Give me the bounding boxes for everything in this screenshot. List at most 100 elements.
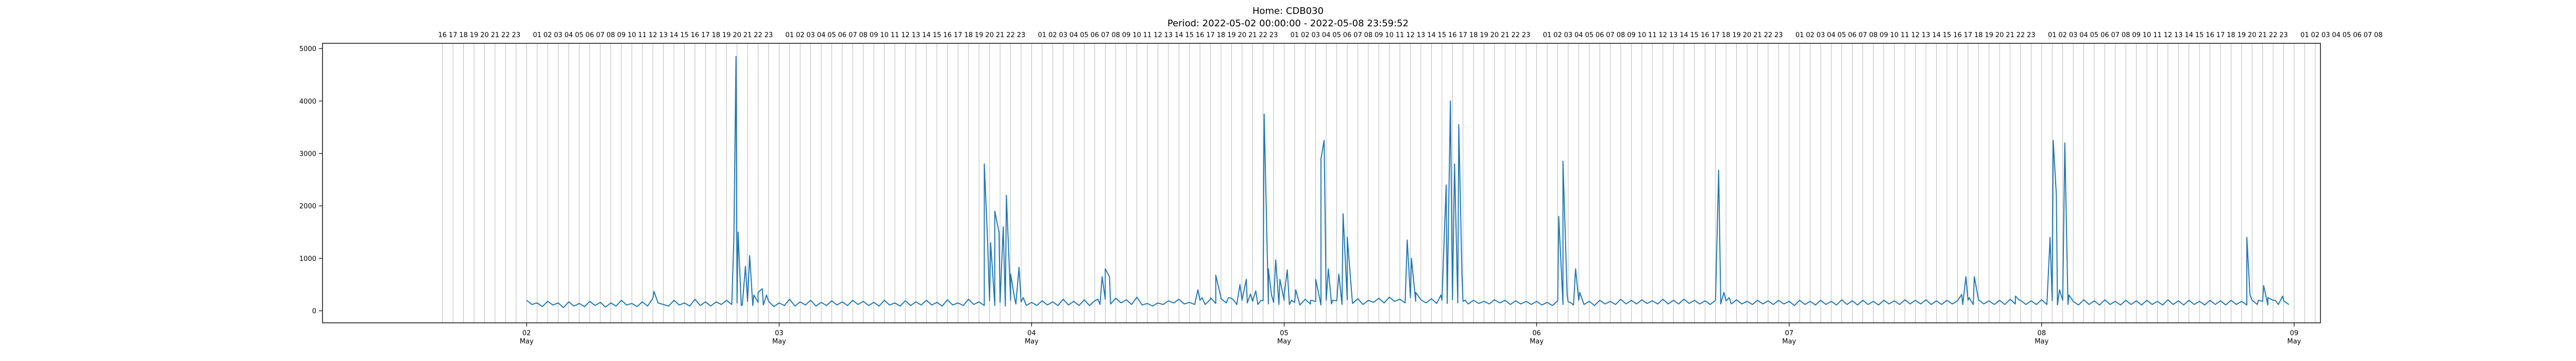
top-hour-label: 21: [1248, 31, 1257, 39]
top-hour-label: 20: [480, 31, 489, 39]
top-hour-label: 01: [2300, 31, 2309, 39]
x-tick-month: May: [2287, 338, 2301, 346]
top-hour-label: 22: [1006, 31, 1015, 39]
top-hour-label: 12: [1911, 31, 1920, 39]
chart-subtitle: Period: 2022-05-02 00:00:00 - 2022-05-08…: [1167, 18, 1409, 29]
y-tick-label: 3000: [299, 151, 316, 158]
top-hour-label: 06: [585, 31, 594, 39]
top-hour-label: 02: [1806, 31, 1815, 39]
top-hour-label: 05: [1080, 31, 1089, 39]
series-layer: [526, 56, 2290, 308]
top-hour-label: 17: [2216, 31, 2225, 39]
top-hour-label: 17: [1711, 31, 1720, 39]
top-hour-label: 15: [1185, 31, 1194, 39]
top-hour-label: 16: [438, 31, 447, 39]
top-hour-label: 08: [1617, 31, 1625, 39]
hour-grid: [442, 43, 2316, 323]
top-hour-label: 01: [1038, 31, 1047, 39]
top-hour-label: 01: [1291, 31, 1299, 39]
y-tick-label: 1000: [299, 255, 316, 263]
top-hour-label: 14: [1175, 31, 1183, 39]
top-hour-label: 22: [1511, 31, 1520, 39]
top-hour-label: 23: [512, 31, 520, 39]
top-hour-label: 19: [1480, 31, 1488, 39]
top-hour-label: 09: [1375, 31, 1383, 39]
top-hour-label: 01: [1543, 31, 1552, 39]
y-tick-label: 5000: [299, 45, 316, 53]
top-hour-labels: 16 17 18 19 20 21 22 23 01 02 03 04 05 06 07 08 09 10 11 12…: [438, 31, 2383, 39]
top-hour-label: 03: [806, 31, 815, 39]
top-hour-label: 02: [2058, 31, 2067, 39]
top-hour-label: 15: [1438, 31, 1447, 39]
top-hour-label: 20: [1743, 31, 1752, 39]
top-hour-label: 20: [1490, 31, 1499, 39]
x-tick-day: 07: [1785, 330, 1793, 337]
x-tick-day: 06: [1532, 330, 1541, 337]
top-hour-label: 11: [1648, 31, 1657, 39]
top-hour-label: 08: [606, 31, 615, 39]
top-hour-label: 20: [1995, 31, 2004, 39]
top-hour-label: 07: [2111, 31, 2120, 39]
x-tick-day: 02: [522, 330, 531, 337]
top-hour-label: 01: [785, 31, 794, 39]
top-hour-label: 18: [1469, 31, 1478, 39]
top-hour-label: 17: [954, 31, 962, 39]
top-hour-label: 23: [1774, 31, 1783, 39]
top-hour-label: 02: [1048, 31, 1057, 39]
top-hour-label: 10: [628, 31, 636, 39]
top-hour-label: 19: [722, 31, 731, 39]
top-hour-label: 10: [1385, 31, 1394, 39]
top-hour-label: 19: [1227, 31, 1236, 39]
top-hour-label: 13: [1164, 31, 1173, 39]
top-hour-label: 11: [2153, 31, 2162, 39]
top-hour-label: 03: [1564, 31, 1573, 39]
top-hour-label: 23: [1017, 31, 1026, 39]
top-hour-label: 16: [1196, 31, 1205, 39]
top-hour-label: 05: [827, 31, 836, 39]
top-hour-label: 08: [859, 31, 868, 39]
top-hour-label: 15: [680, 31, 689, 39]
top-hour-label: 12: [901, 31, 910, 39]
top-hour-label: 06: [2100, 31, 2109, 39]
top-hour-label: 13: [1417, 31, 1426, 39]
top-hour-label: 08: [2122, 31, 2130, 39]
x-tick-month: May: [1782, 338, 1796, 346]
top-hour-label: 23: [2027, 31, 2036, 39]
top-hour-label: 15: [933, 31, 941, 39]
top-hour-label: 16: [1448, 31, 1457, 39]
chart-title: Home: CDB030: [1252, 6, 1324, 17]
top-hour-label: 02: [544, 31, 552, 39]
top-hour-label: 06: [2353, 31, 2362, 39]
top-hour-label: 12: [1154, 31, 1162, 39]
top-hour-label: 01: [2048, 31, 2057, 39]
top-hour-label: 02: [796, 31, 805, 39]
top-hour-label: 22: [1259, 31, 1267, 39]
top-hour-label: 08: [2374, 31, 2383, 39]
top-hour-label: 09: [1627, 31, 1636, 39]
top-hour-label: 20: [985, 31, 994, 39]
x-tick-day: 05: [1280, 330, 1289, 337]
top-hour-label: 10: [1890, 31, 1899, 39]
top-hour-label: 03: [1817, 31, 1825, 39]
x-tick-month: May: [1277, 338, 1291, 346]
top-hour-label: 05: [1838, 31, 1846, 39]
top-hour-label: 09: [870, 31, 878, 39]
top-hour-label: 13: [2174, 31, 2183, 39]
top-hour-label: 14: [922, 31, 931, 39]
top-hour-label: 16: [943, 31, 952, 39]
x-tick-month: May: [1530, 338, 1544, 346]
top-hour-label: 12: [649, 31, 657, 39]
top-hour-label: 18: [711, 31, 720, 39]
top-hour-label: 04: [1827, 31, 1836, 39]
x-tick-day: 04: [1027, 330, 1036, 337]
top-hour-label: 06: [1343, 31, 1352, 39]
top-hour-label: 06: [1848, 31, 1857, 39]
top-hour-label: 19: [975, 31, 984, 39]
top-hour-label: 21: [1753, 31, 1762, 39]
top-hour-label: 16: [2206, 31, 2214, 39]
top-hour-label: 14: [1680, 31, 1688, 39]
x-tick-month: May: [772, 338, 786, 346]
top-hour-label: 17: [701, 31, 710, 39]
top-hour-label: 17: [1459, 31, 1467, 39]
